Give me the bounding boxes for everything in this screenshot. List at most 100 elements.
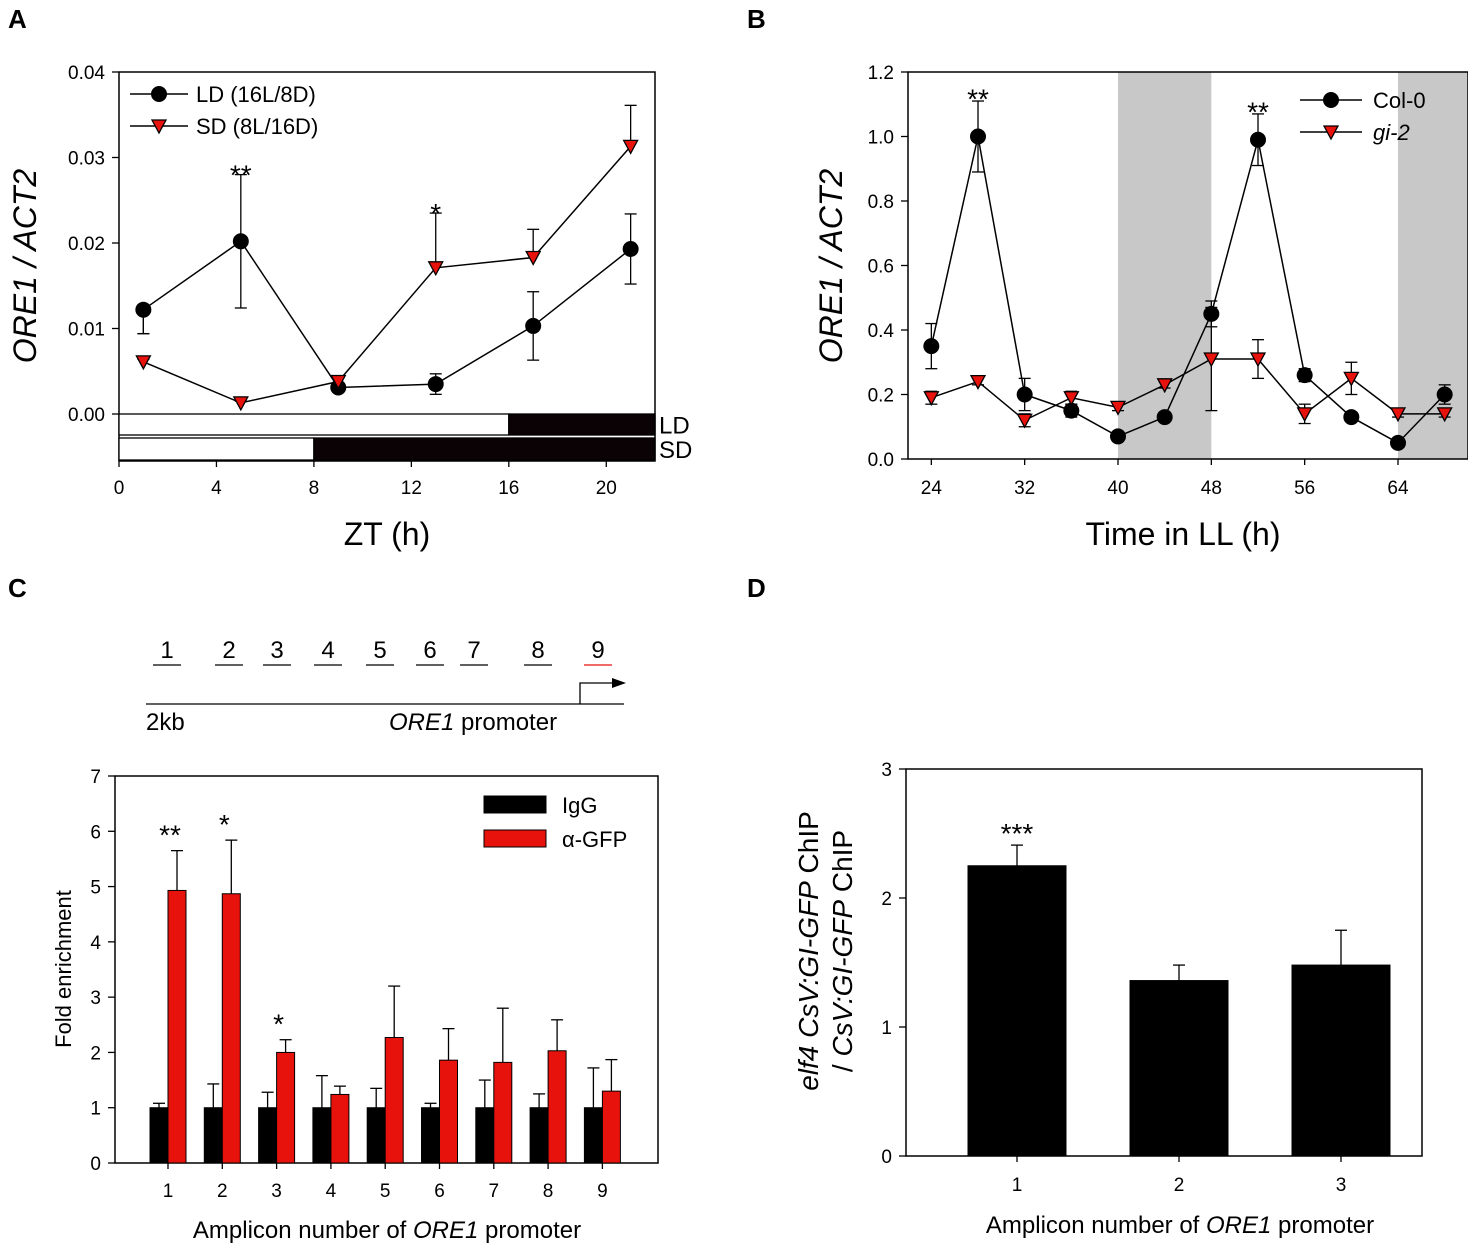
chart-c-ylabel: Fold enrichment — [51, 890, 76, 1048]
chart-c: 1 2 3 4 5 6 7 8 9 2kb ORE1 promoter 0 1 2 3 4 5 6 7 1 2 3 4… — [51, 637, 659, 1244]
chart-b-significance: ** — [1247, 96, 1269, 127]
chart-a-ytick-label: 0.01 — [68, 320, 105, 341]
chart-c-significance: * — [219, 809, 230, 840]
chart-c-ytick-label: 6 — [90, 822, 101, 843]
chart-b-point — [1250, 131, 1266, 148]
panel-label-d: D — [747, 573, 766, 603]
chart-d-xtick-label: 2 — [1174, 1175, 1185, 1196]
amplicon-number-label: 8 — [531, 637, 544, 664]
chart-a-xtick-label: 8 — [309, 478, 320, 499]
amplicon-number-label: 1 — [160, 637, 173, 664]
chart-b-ytick-label: 1.0 — [868, 128, 894, 149]
chart-b-xtick-label: 32 — [1014, 478, 1035, 499]
chart-b-point — [1436, 407, 1453, 423]
promoter-length-label: 2kb — [146, 709, 185, 736]
chart-b-point — [1063, 391, 1080, 407]
chart-b-point — [1296, 407, 1313, 423]
chart-d-xlabel: Amplicon number of ORE1 promoter — [986, 1212, 1374, 1239]
chart-c-xlabel: Amplicon number of ORE1 promoter — [193, 1217, 581, 1244]
chart-b-subjective-night-shade — [1118, 72, 1212, 459]
chart-a-xtick-label: 0 — [114, 478, 125, 499]
chart-a-ytick-label: 0.03 — [68, 149, 105, 170]
chart-c-xtick-label: 5 — [380, 1181, 391, 1202]
chart-d-bar — [967, 865, 1067, 1157]
chart-d-xtick-label: 1 — [1012, 1175, 1023, 1196]
chart-c-ytick-label: 2 — [90, 1043, 101, 1064]
photoperiod-label: LD — [659, 413, 690, 440]
chart-a-series-line — [143, 145, 632, 404]
chart-b-series-line — [930, 136, 1446, 444]
chart-b-point — [1156, 378, 1173, 394]
chart-b-xlabel: Time in LL (h) — [1085, 516, 1280, 552]
chart-b-point — [1436, 386, 1453, 403]
chart-a-point — [622, 240, 639, 257]
chart-b-ytick-label: 0.8 — [868, 192, 894, 213]
chart-a-frame — [118, 71, 656, 462]
photoperiod-light-bar — [118, 413, 510, 436]
chart-b-point — [923, 391, 940, 407]
chart-a-legend-label: SD (8L/16D) — [196, 114, 318, 139]
chart-c-legend-swatch — [483, 829, 547, 848]
chart-a-ytick-label: 0.00 — [68, 405, 105, 426]
chart-a-ylabel: ORE1 / ACT2 — [7, 169, 43, 364]
chart-c-bar-igg — [421, 1107, 440, 1164]
chart-b-point — [1296, 367, 1313, 384]
chart-c-xtick-label: 4 — [326, 1181, 337, 1202]
chart-c-bar-igg — [312, 1107, 332, 1164]
chart-c-xtick-label: 6 — [434, 1181, 445, 1202]
amplicon-number-label: 7 — [467, 637, 480, 664]
chart-b-subjective-night-shade — [1398, 72, 1468, 459]
chart-c-bar-gfp — [601, 1090, 621, 1164]
chart-c-bar-gfp — [384, 1037, 404, 1164]
chart-c-bar-gfp — [276, 1051, 296, 1164]
chart-c-xtick-label: 9 — [597, 1181, 608, 1202]
chart-c-significance: * — [273, 1009, 284, 1040]
chart-d-bar — [1291, 964, 1391, 1157]
chart-b-significance: ** — [967, 84, 989, 115]
chart-c-bar-igg — [583, 1107, 603, 1164]
chart-c-xtick-label: 3 — [271, 1181, 282, 1202]
chart-a-point — [622, 139, 639, 155]
chart-b-point — [1016, 386, 1033, 403]
chart-b-point — [1203, 305, 1220, 322]
amplicon-number-label: 3 — [270, 637, 283, 664]
chart-c-ytick-label: 3 — [90, 988, 101, 1009]
chart-a-point — [232, 233, 249, 250]
chart-c-bar-gfp — [167, 889, 187, 1164]
chart-a-point — [525, 250, 542, 266]
chart-c-legend-label: α-GFP — [562, 827, 627, 852]
chart-c-bar-gfp — [221, 893, 241, 1164]
chart-a-point — [135, 301, 152, 318]
photoperiod-dark-bar — [313, 437, 656, 461]
amplicon-number-label: 4 — [321, 637, 334, 664]
chart-b-point — [1343, 409, 1360, 426]
chart-b-xtick-label: 64 — [1387, 478, 1409, 499]
chart-a-xtick-label: 4 — [211, 478, 222, 499]
chart-d-bar — [1129, 980, 1229, 1157]
chart-c-bar-gfp — [330, 1093, 350, 1164]
chart-c-bar-igg — [529, 1107, 549, 1164]
amplicon-number-label: 6 — [423, 637, 436, 664]
chart-a-legend-marker — [150, 119, 168, 135]
chart-c-xtick-label: 8 — [543, 1181, 554, 1202]
chart-b-point — [1249, 352, 1267, 368]
chart-a-point — [427, 261, 444, 277]
chart-a-legend-marker — [151, 86, 167, 102]
chart-a-xtick-label: 12 — [401, 478, 422, 499]
chart-d-ylabel-line2: / CsV:GI-GFP ChIP — [827, 830, 858, 1072]
chart-c-legend-swatch — [483, 795, 547, 814]
chart-c-ytick-label: 7 — [90, 767, 101, 788]
chart-b: 0.0 0.2 0.4 0.6 0.8 1.0 1.2 24 32 40 48 56 64 Col-0 gi… — [813, 63, 1468, 552]
chart-c-xtick-label: 1 — [163, 1181, 174, 1202]
chart-a-series-line — [142, 240, 632, 389]
chart-b-xtick-label: 40 — [1107, 478, 1128, 499]
chart-b-point — [1156, 409, 1173, 426]
chart-b-ytick-label: 0.6 — [868, 257, 894, 278]
chart-d-significance: *** — [1001, 818, 1034, 849]
chart-b-ytick-label: 1.2 — [868, 63, 894, 84]
chart-c-bar-gfp — [493, 1061, 513, 1164]
chart-c-ytick-label: 1 — [90, 1099, 101, 1120]
chart-c-significance: ** — [159, 820, 181, 851]
chart-c-ytick-label: 5 — [90, 878, 101, 899]
